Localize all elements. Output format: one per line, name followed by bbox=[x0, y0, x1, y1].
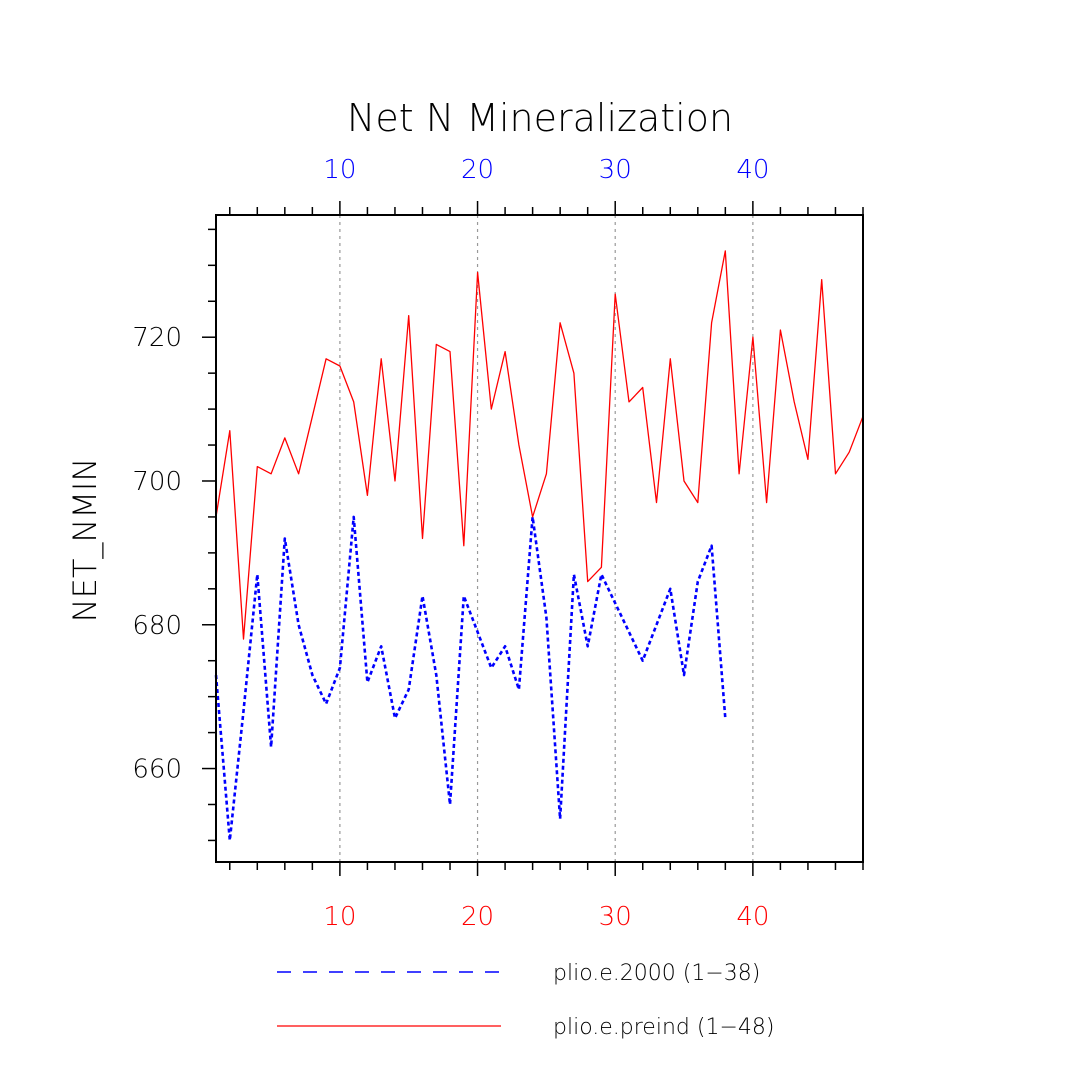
y-tick-label: 680 bbox=[132, 611, 182, 641]
x-tick-label-bottom: 20 bbox=[461, 902, 494, 932]
x-tick-label-top: 20 bbox=[461, 155, 494, 185]
legend: plio.e.2000 (1−38) plio.e.preind (1−48) bbox=[277, 961, 774, 1040]
x-tick-label-top: 10 bbox=[323, 155, 356, 185]
grid-lines bbox=[339, 215, 754, 862]
x-tick-label-bottom: 10 bbox=[323, 902, 356, 932]
x-tick-label-bottom: 30 bbox=[599, 902, 632, 932]
series-line-1 bbox=[214, 515, 727, 842]
y-tick-label: 700 bbox=[132, 467, 182, 497]
series-line-2 bbox=[215, 250, 864, 640]
x-tick-label-top: 30 bbox=[599, 155, 632, 185]
x-tick-label-bottom: 40 bbox=[736, 902, 769, 932]
legend-label-2: plio.e.preind (1−48) bbox=[553, 1015, 774, 1040]
plot-area-frame bbox=[215, 214, 864, 863]
axis-ticks bbox=[202, 201, 864, 876]
series-lines bbox=[214, 250, 864, 842]
chart-title: Net N Mineralization bbox=[347, 96, 733, 140]
tick-labels: 660 680 700 720 10 20 30 40 10 20 30 40 bbox=[132, 155, 769, 932]
y-tick-label: 660 bbox=[132, 755, 182, 785]
y-axis-label: NET_NMIN bbox=[66, 458, 104, 623]
legend-label-1: plio.e.2000 (1−38) bbox=[553, 961, 760, 986]
x-tick-label-top: 40 bbox=[736, 155, 769, 185]
y-tick-label: 720 bbox=[132, 323, 182, 353]
